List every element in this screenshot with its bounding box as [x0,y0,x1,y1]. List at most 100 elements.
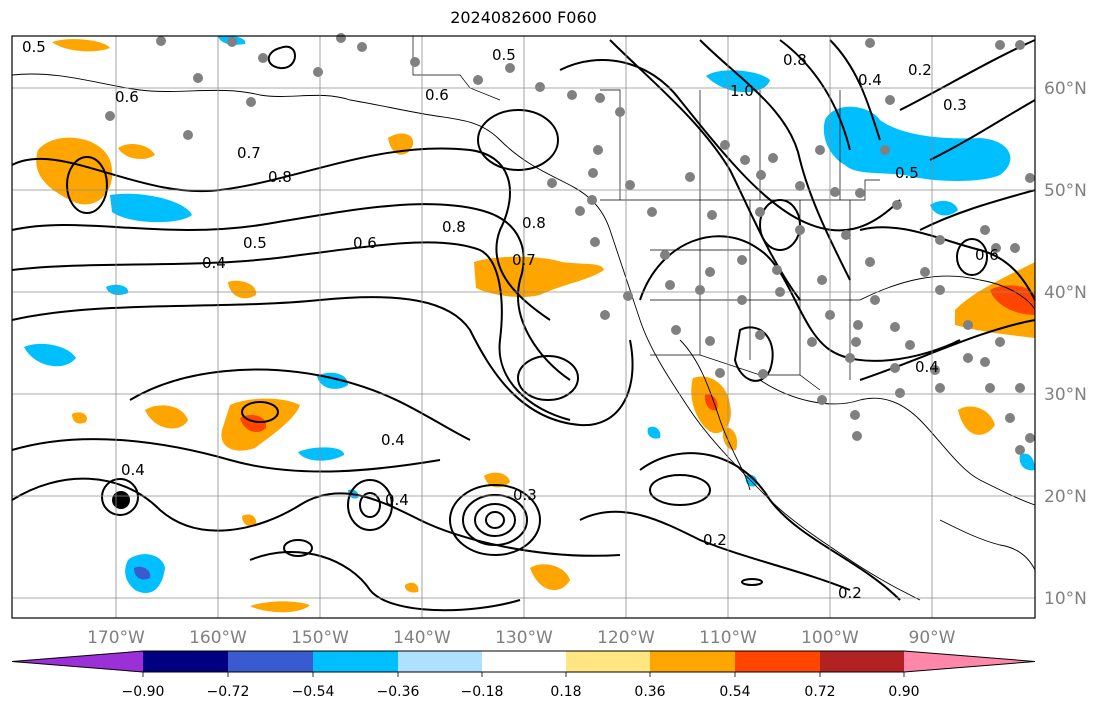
colorbar: −0.90 −0.72 −0.54 −0.36 −0.18 0.18 0.36 … [11,650,1036,700]
contour-label: 0.7 [237,144,261,162]
colorbar-tick-label: 0.18 [550,684,581,700]
anomaly-patch [722,427,738,451]
contour-label: 0.5 [22,38,46,56]
latitude-label: 20°N [1044,487,1087,507]
latitude-label: 40°N [1044,283,1087,303]
colorbar-tick-label: 0.90 [888,684,919,700]
contour-label: 0.2 [908,61,932,79]
anomaly-patch [530,564,570,591]
anomaly-patch [250,601,310,613]
colorbar-segment [482,651,566,672]
contour-label: 0.4 [381,431,405,449]
colorbar-segment [735,651,820,672]
contour-label: 0.4 [858,71,882,89]
graticule [12,36,1035,618]
colorbar-tick-label: 0.72 [804,684,835,700]
map-frame [11,35,1036,619]
anomaly-patch [930,200,958,216]
longitude-axis: 170°W 160°W 150°W 140°W 130°W 120°W 110°… [87,628,956,648]
latitude-label: 30°N [1044,385,1087,405]
longitude-label: 120°W [597,628,655,648]
anomaly-patch [704,394,718,411]
shaded-anomaly-regions [24,35,1035,613]
contour-label: 0.6 [425,86,449,104]
contour-label: 0.2 [703,531,727,549]
anomaly-patch [484,472,510,488]
longitude-label: 90°W [909,628,956,648]
longitude-label: 110°W [699,628,757,648]
contour-label: 0.8 [783,51,807,69]
contour-label: 0.2 [838,584,862,602]
latitude-label: 10°N [1044,589,1087,609]
anomaly-patch [118,144,155,160]
longitude-label: 140°W [393,628,451,648]
colorbar-segments [11,650,1036,673]
anomaly-patch [647,426,661,439]
colorbar-segment [143,651,228,672]
observation-stations [105,33,1035,455]
map-title: 2024082600 F060 [450,8,597,27]
longitude-label: 100°W [801,628,859,648]
latitude-label: 60°N [1044,79,1087,99]
colorbar-segment [650,651,735,672]
contour-label: 0.4 [121,461,145,479]
anomaly-patch [228,280,257,299]
contour-label: 0.8 [442,218,466,236]
contour-label: 1.0 [730,82,754,100]
contour-label: 0.4 [202,254,226,272]
colorbar-segment [313,651,398,672]
colorbar-segment [566,651,650,672]
colorbar-tick-label: −0.36 [377,684,420,700]
contour-label: 0.6 [115,88,139,106]
colorbar-segment [228,651,313,672]
anomaly-patch [706,70,770,93]
colorbar-segment [12,651,143,672]
contour-label: 0.8 [268,168,292,186]
colorbar-tick-label: 0.36 [634,684,665,700]
latitude-axis: 60°N 50°N 40°N 30°N 20°N 10°N [1044,79,1087,609]
contour-labels: 0.5 0.6 0.7 0.8 0.5 0.4 0.6 0.8 0.8 0.7 … [22,38,999,602]
contour-label: 0.3 [943,96,967,114]
colorbar-segment [904,651,1035,672]
anomaly-patch [242,514,257,527]
anomaly-patch [134,566,151,580]
anomaly-patch [404,582,419,593]
contour-label: 0.6 [975,246,999,264]
colorbar-tick-label: 0.54 [719,684,750,700]
colorbar-tick-label: −0.90 [122,684,165,700]
contour-label: 0.5 [895,164,919,182]
contour-label: 0.5 [492,46,516,64]
colorbar-ticks [142,672,905,677]
colorbar-segment [820,651,904,672]
contour-lines [11,39,1036,612]
anomaly-patch [823,106,1011,182]
colorbar-segment [398,651,482,672]
contour-label: 0.5 [243,234,267,252]
contour-label: 0.8 [522,214,546,232]
anomaly-patch [990,285,1035,315]
longitude-label: 150°W [291,628,349,648]
anomaly-patch [1019,453,1035,471]
anomaly-patch [24,343,76,367]
anomaly-patch [958,406,995,435]
anomaly-patch [145,405,188,429]
anomaly-patch [52,39,110,52]
anomaly-patch [110,193,192,223]
anomaly-patch [72,412,87,424]
anomaly-patch [106,284,129,295]
contour-label: 0.7 [512,251,536,269]
contour-label: 0.3 [513,486,537,504]
colorbar-tick-label: −0.18 [461,684,504,700]
anomaly-patch [955,262,1035,338]
anomaly-patch [474,256,604,298]
longitude-label: 170°W [87,628,145,648]
tropical-cyclone-marker [112,491,130,509]
longitude-label: 160°W [189,628,247,648]
contour-label: 0.6 [353,234,377,252]
anomaly-patch [36,137,113,205]
colorbar-tick-label: −0.72 [207,684,250,700]
colorbar-tick-label: −0.54 [292,684,335,700]
longitude-label: 130°W [495,628,553,648]
latitude-label: 50°N [1044,181,1087,201]
